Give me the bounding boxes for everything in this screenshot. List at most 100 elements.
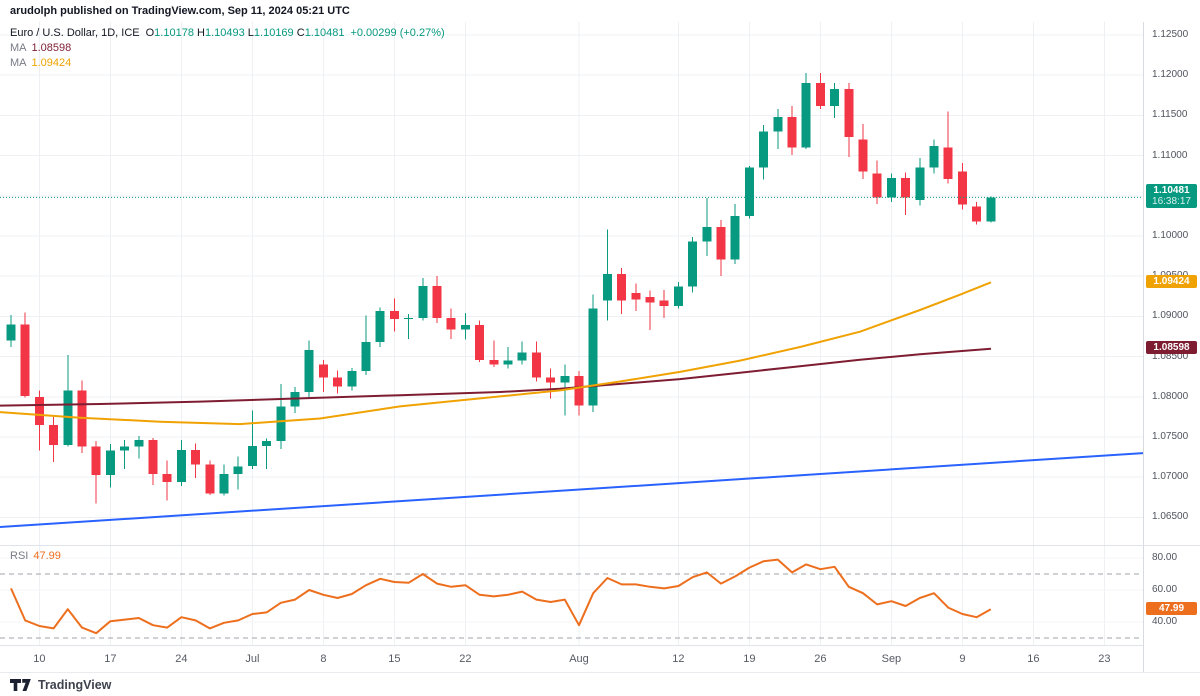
candle-body (645, 297, 655, 303)
symbol-title: Euro / U.S. Dollar, 1D, ICE (10, 27, 140, 39)
candle-body (546, 377, 556, 383)
candle-body (773, 117, 783, 132)
low-value: 1.10169 (253, 27, 294, 39)
rsi-axis-label: 60.00 (1152, 584, 1178, 595)
price-axis[interactable]: 1.10481 16:38:17 1.09424 1.08598 47.99 1… (1143, 22, 1200, 672)
price-axis-label: 1.09000 (1152, 310, 1189, 322)
time-axis[interactable]: 10 17 24 Jul 8 15 22 Aug 12 19 26 Sep 9 16 23 (0, 645, 1143, 673)
candle-body (375, 310, 385, 343)
price-pane[interactable]: Euro / U.S. Dollar, 1D, ICE O1.10178 H 1.1… (0, 22, 1143, 545)
candle-body (702, 227, 712, 242)
rsi-axis-label: 40.00 (1152, 616, 1178, 627)
time-axis-label: Jul (245, 653, 260, 665)
rsi-label: RSI (10, 550, 29, 562)
candle-body (957, 171, 967, 205)
candle-body (617, 273, 627, 301)
candle-body (503, 360, 513, 365)
tradingview-attribution-bar[interactable]: TradingView (0, 672, 1200, 696)
candle-body (517, 352, 527, 361)
price-axis-label: 1.11000 (1152, 149, 1188, 161)
chart-legend: Euro / U.S. Dollar, 1D, ICE O1.10178 H 1.1… (10, 26, 445, 71)
candle-body (105, 450, 115, 475)
rsi-pane[interactable]: RSI 47.99 (0, 545, 1143, 645)
ma-slow-badge: 1.08598 (1146, 341, 1197, 355)
ma-slow-row: MA 1.08598 (10, 41, 445, 56)
time-axis-label: 23 (1098, 653, 1111, 665)
ma-fast-line (0, 281, 992, 426)
candle-body (446, 318, 456, 330)
candle-body (730, 215, 740, 260)
tradingview-logo-text: TradingView (38, 677, 112, 692)
change-value: +0.00299 (+0.27%) (350, 27, 445, 39)
candle-body (475, 325, 485, 360)
candle-body (560, 375, 570, 383)
candle-body (929, 145, 939, 168)
candle-body (276, 406, 286, 442)
candle-body (972, 206, 982, 222)
rsi-legend: RSI 47.99 (10, 550, 61, 562)
time-axis-label: 19 (743, 653, 756, 665)
candle-body (744, 167, 754, 216)
time-axis-label: Sep (881, 653, 902, 665)
candle-body (347, 371, 357, 387)
time-axis-label: 15 (388, 653, 401, 665)
rsi-line (10, 558, 992, 635)
candle-body (673, 286, 683, 306)
attribution-text: arudolph published on TradingView.com, S… (0, 0, 1200, 22)
candle-body (915, 167, 925, 200)
price-axis-label: 1.07000 (1152, 471, 1189, 483)
candle-body (886, 178, 896, 198)
candle-body (418, 285, 428, 319)
candle-body (49, 424, 59, 446)
candle-body (162, 473, 172, 483)
candle-body (318, 364, 328, 378)
candle-body (574, 375, 584, 406)
rsi-chart[interactable] (0, 545, 1143, 645)
low-label: L (247, 27, 254, 39)
candle-body (262, 441, 272, 446)
candle-body (91, 446, 101, 475)
candle-body (801, 83, 811, 148)
candle-body (602, 273, 612, 301)
candle-body (659, 300, 669, 306)
candle-body (333, 377, 343, 387)
open-value: 1.10178 (154, 27, 194, 39)
time-axis-label: 16 (1027, 653, 1040, 665)
current-price-text: 1.10481 (1153, 185, 1190, 197)
candle-body (6, 324, 16, 341)
rsi-value: 47.99 (33, 550, 61, 562)
price-axis-label: 1.10000 (1152, 230, 1189, 241)
candle-body (219, 473, 229, 494)
price-axis-label: 1.06500 (1152, 511, 1189, 523)
candle-body (247, 445, 257, 466)
candle-body (233, 466, 243, 474)
current-price-badge: 1.10481 16:38:17 (1146, 184, 1197, 209)
candle-body (489, 359, 499, 365)
candlestick-chart[interactable] (0, 22, 1143, 545)
time-axis-label: 9 (959, 653, 966, 665)
candle-body (901, 178, 911, 198)
open-label: O (145, 27, 155, 39)
time-axis-label: Aug (569, 653, 589, 665)
rsi-axis-label: 80.00 (1152, 552, 1178, 563)
price-axis-label: 1.07500 (1152, 431, 1189, 442)
candle-body (120, 446, 130, 451)
candle-body (404, 318, 414, 320)
time-axis-label: 22 (459, 653, 472, 665)
price-axis-label: 1.08000 (1152, 390, 1189, 402)
time-axis-label: 24 (175, 653, 188, 665)
high-label: H (197, 27, 205, 39)
pane-divider[interactable] (0, 545, 1200, 546)
time-axis-label: 26 (814, 653, 827, 665)
candle-body (191, 449, 201, 465)
candle-body (943, 147, 953, 179)
candle-body (588, 308, 598, 406)
candle-body (304, 350, 314, 392)
close-label: C (296, 27, 305, 39)
candle-body (134, 440, 144, 447)
price-axis-label: 1.11500 (1152, 109, 1188, 121)
time-axis-label: 10 (33, 653, 46, 665)
ma-slow-value: 1.08598 (31, 42, 72, 54)
price-axis-label: 1.12500 (1152, 29, 1189, 40)
